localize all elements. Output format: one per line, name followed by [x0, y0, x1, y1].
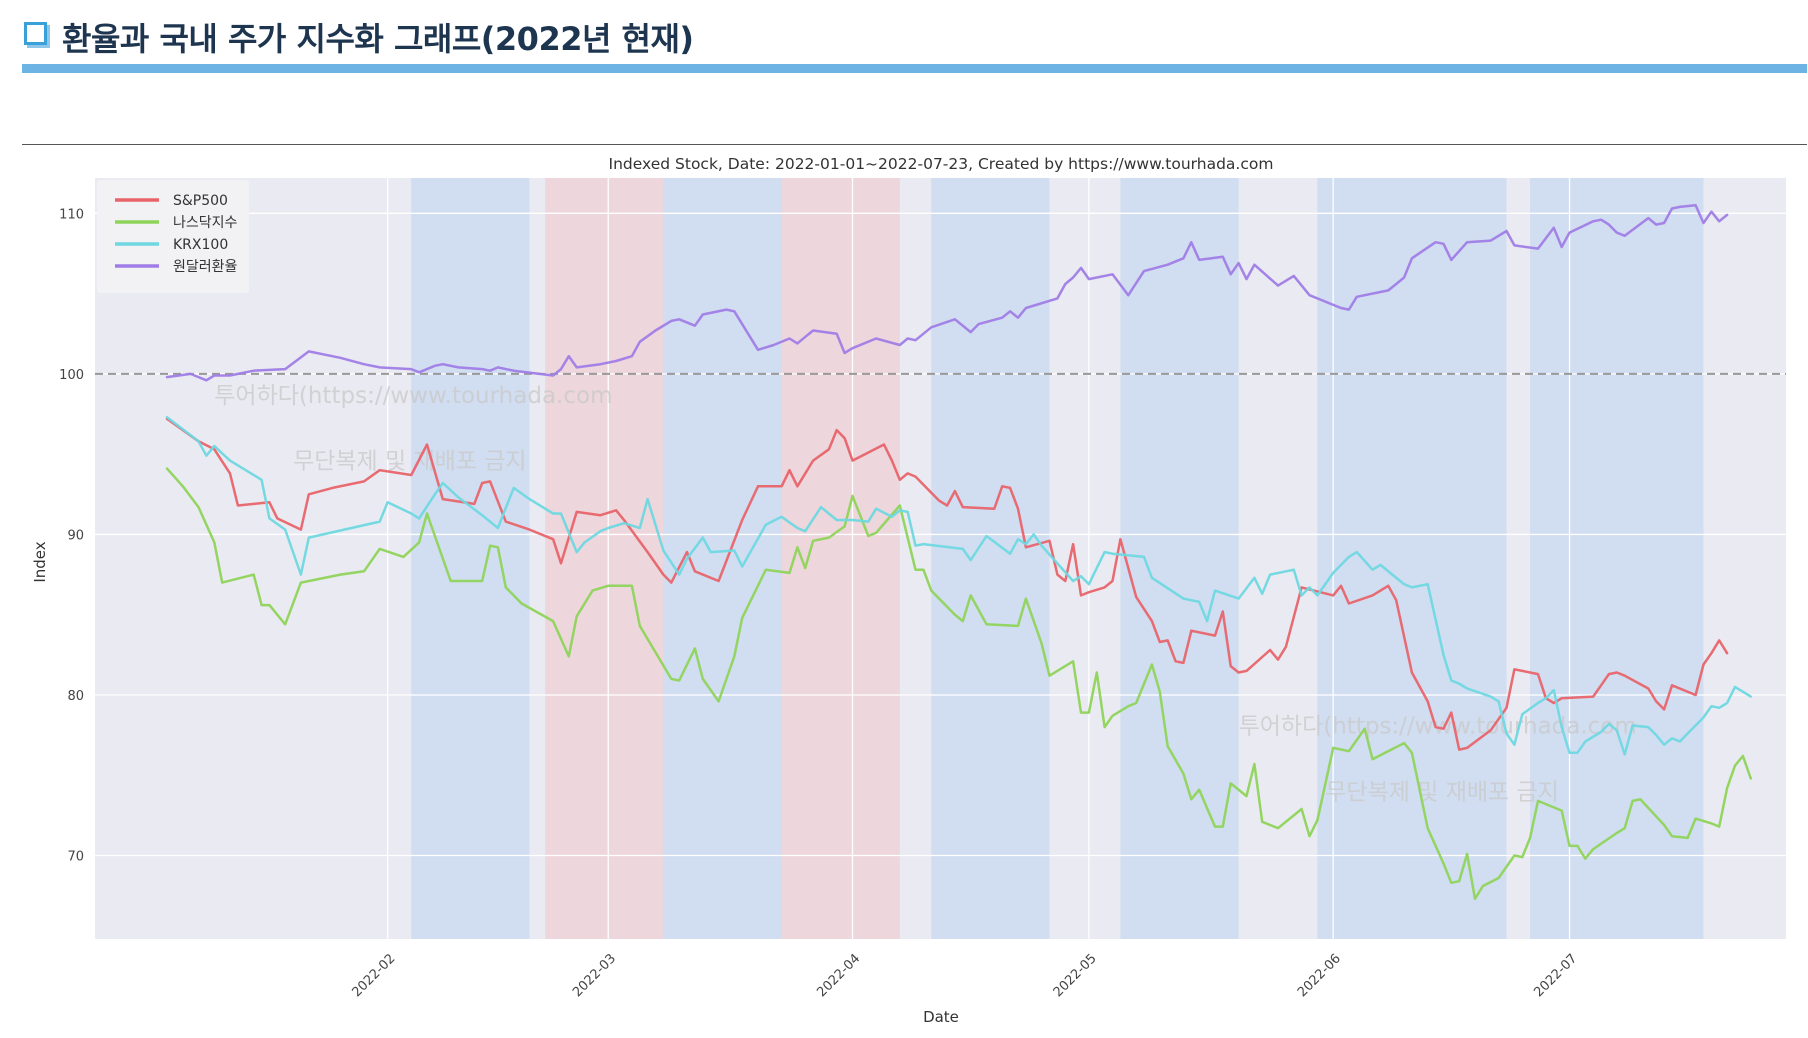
y-tick-label: 70: [67, 850, 84, 865]
shaded-period-6: [1120, 178, 1239, 939]
shaded-period-1: [411, 178, 530, 939]
title-bullet-icon: [24, 22, 47, 45]
divider: [22, 144, 1807, 145]
watermarks: 투어하다(https://www.tourhada.com 무단복제 및 재배포 …: [214, 383, 1637, 806]
watermark-text-1: 투어하다(https://www.tourhada.com: [214, 383, 612, 409]
y-tick-label: 110: [59, 207, 84, 222]
y-tick-label: 90: [67, 528, 84, 543]
shaded-period-3: [663, 178, 782, 939]
legend-label: S&P500: [173, 193, 228, 209]
shaded-period-5: [931, 178, 1050, 939]
chart: 투어하다(https://www.tourhada.com 무단복제 및 재배포 …: [22, 146, 1807, 1038]
x-axis-label: Date: [923, 1008, 959, 1026]
series-line-2: [165, 467, 1753, 901]
watermark-text-4: 무단복제 및 재배포 금지: [1325, 779, 1559, 805]
series-lines: [165, 204, 1753, 901]
shaded-period-2: [545, 178, 664, 939]
legend-label: 원달러환율: [173, 259, 238, 275]
plot-area: [95, 178, 1786, 939]
title-underline-bar: [22, 64, 1807, 73]
series-line-4: [165, 204, 1729, 382]
shaded-period-4: [781, 178, 900, 939]
page-title: 환율과 국내 주가 지수화 그래프(2022년 현재): [62, 20, 694, 58]
y-tick-label: 100: [59, 368, 84, 383]
watermark-text-2: 무단복제 및 재배포 금지: [293, 449, 527, 475]
header: 환율과 국내 주가 지수화 그래프(2022년 현재): [22, 10, 1807, 76]
chart-title: Indexed Stock, Date: 2022-01-01~2022-07-…: [609, 155, 1274, 173]
y-axis-label: Index: [31, 541, 49, 582]
legend: S&P500 나스닥지수 KRX100 원달러환율: [97, 180, 249, 293]
legend-label: 나스닥지수: [173, 215, 238, 231]
series-line-3: [165, 415, 1753, 756]
legend-label: KRX100: [173, 237, 228, 253]
y-tick-label: 80: [67, 689, 84, 704]
shaded-period-8: [1530, 178, 1704, 939]
